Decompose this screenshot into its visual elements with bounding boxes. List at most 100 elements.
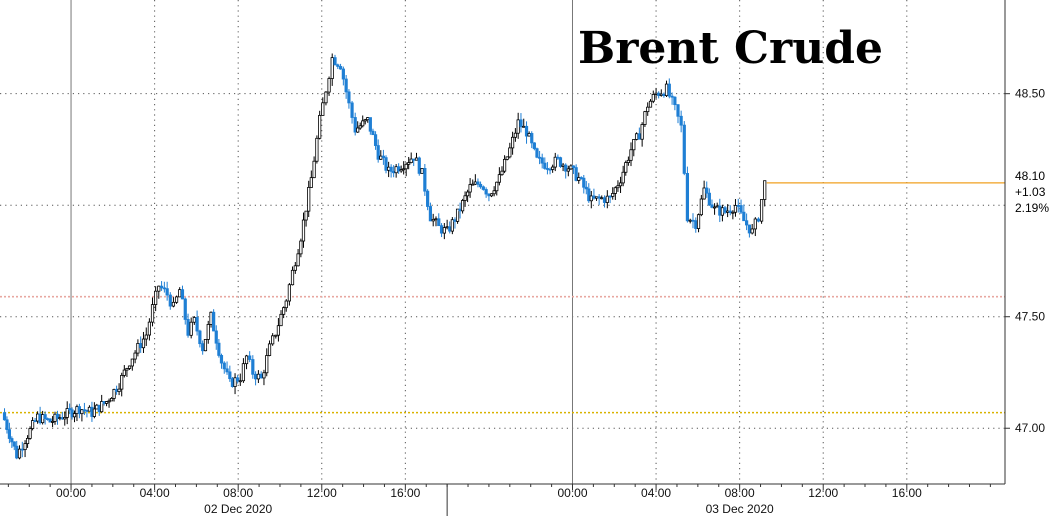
candle-body <box>540 157 544 164</box>
candle <box>222 361 226 374</box>
x-tick-label: 16:00 <box>390 486 420 500</box>
candle-body <box>492 190 496 195</box>
candle-body <box>192 317 196 323</box>
candle-body <box>426 190 430 207</box>
candle-body <box>304 210 308 221</box>
candle-body <box>371 130 375 136</box>
candle-body <box>679 115 683 126</box>
candle <box>558 156 563 168</box>
candle <box>634 132 639 141</box>
candle-body <box>130 358 134 367</box>
candle-body <box>471 183 475 186</box>
candle <box>38 406 42 425</box>
candle-body <box>20 448 24 451</box>
candle <box>676 104 680 124</box>
candle-body <box>341 68 345 80</box>
candle <box>171 297 176 308</box>
candle-body <box>739 205 743 213</box>
candle <box>301 212 306 248</box>
candle-body <box>584 186 588 190</box>
candle-body <box>212 311 216 332</box>
candle-body <box>414 157 419 161</box>
candle <box>353 112 357 136</box>
candle <box>144 327 148 346</box>
candle-body <box>634 133 639 140</box>
candle-body <box>178 289 182 298</box>
candle-body <box>183 298 187 320</box>
candle <box>10 436 14 448</box>
candle <box>315 135 319 164</box>
candle <box>753 217 757 237</box>
candle-body <box>759 199 764 222</box>
last-value-box <box>1010 165 1052 215</box>
candle <box>670 92 674 105</box>
candle <box>192 316 196 325</box>
candle-body <box>368 117 372 132</box>
candle <box>293 261 297 274</box>
candle <box>201 340 205 355</box>
candle-body <box>516 119 520 134</box>
candle <box>420 168 424 174</box>
candle <box>577 172 581 184</box>
candle <box>290 266 295 286</box>
candle <box>276 318 281 342</box>
candle <box>500 166 504 176</box>
candle-body <box>618 182 623 187</box>
candle-body <box>589 195 593 202</box>
candle-body <box>696 214 701 229</box>
candle-body <box>347 91 351 104</box>
candle-body <box>577 177 581 181</box>
candle-body <box>530 133 534 144</box>
candle <box>543 157 547 170</box>
candle <box>189 317 193 339</box>
candle-body <box>276 325 281 336</box>
candle <box>238 373 242 386</box>
candle-body <box>5 419 9 431</box>
candle <box>551 164 555 173</box>
candle-body <box>715 205 719 208</box>
candle <box>574 164 578 182</box>
candle-body <box>171 301 176 307</box>
candle-body <box>702 187 706 200</box>
candle-body <box>626 159 630 163</box>
candle <box>696 213 701 233</box>
candle-body <box>718 205 722 216</box>
candle <box>508 142 512 159</box>
candle <box>392 165 396 178</box>
candle-body <box>336 64 340 67</box>
candle <box>723 205 727 215</box>
candle-body <box>279 313 283 327</box>
candle-body <box>238 380 242 383</box>
last-pct-label: 2.19% <box>1015 201 1049 215</box>
x-tick-label: 00:00 <box>56 486 86 500</box>
candle <box>616 180 620 192</box>
candle-body <box>46 418 50 421</box>
candle <box>17 445 22 460</box>
candle <box>584 181 588 195</box>
candle <box>168 292 172 310</box>
candle-body <box>301 219 306 242</box>
candle-body <box>505 156 509 160</box>
candle <box>296 249 300 267</box>
candle <box>626 156 630 166</box>
candle-body <box>473 181 477 185</box>
candle <box>174 295 179 304</box>
candle <box>495 181 499 196</box>
candle <box>225 361 229 375</box>
candle <box>389 164 393 178</box>
candle-body <box>159 285 164 289</box>
candle-body <box>233 377 237 387</box>
candle-body <box>676 104 680 117</box>
candle <box>376 139 380 163</box>
last-price-label: 48.10 <box>1015 169 1045 183</box>
candle-body <box>742 211 746 222</box>
candle-body <box>632 139 636 151</box>
candle-body <box>120 374 124 390</box>
candle-body <box>7 429 12 439</box>
candle <box>553 152 557 172</box>
candle-body <box>707 192 711 206</box>
candle-body <box>556 156 560 159</box>
candle <box>442 223 446 240</box>
candle <box>20 441 24 458</box>
